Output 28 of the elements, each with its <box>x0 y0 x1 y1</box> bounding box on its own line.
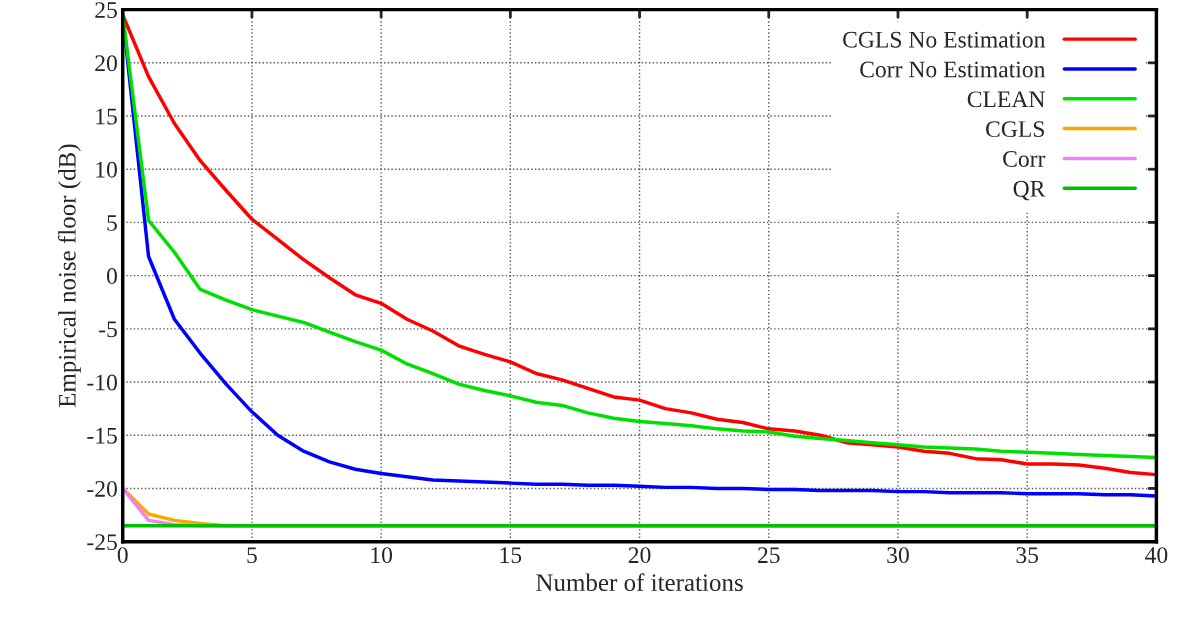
y-tick-label: 25 <box>95 2 117 19</box>
legend-label: Corr <box>1003 151 1046 167</box>
y-tick-label: -10 <box>87 374 117 391</box>
y-tick-label: 10 <box>96 161 117 178</box>
x-tick-label: 35 <box>1016 547 1039 564</box>
y-tick-label: -5 <box>99 321 117 338</box>
y-tick-label: 20 <box>95 55 117 72</box>
legend-label: CGLS <box>986 121 1044 138</box>
y-tick-label: -20 <box>87 480 117 497</box>
y-tick-label: 5 <box>107 215 117 231</box>
y-tick-label: -15 <box>87 427 117 444</box>
x-tick-label: 15 <box>500 547 522 564</box>
legend-label: CLEAN <box>967 91 1045 108</box>
y-tick-label: -25 <box>87 534 117 551</box>
x-tick-label: 40 <box>1145 547 1168 564</box>
x-tick-label: 10 <box>371 547 393 564</box>
legend-label: QR <box>1013 180 1046 201</box>
x-tick-label: 30 <box>887 547 909 564</box>
x-tick-label: 25 <box>758 547 780 564</box>
x-tick-label: 5 <box>247 547 257 564</box>
x-tick-label: 0 <box>117 547 128 564</box>
y-axis-title: Empirical noise floor (dB) <box>57 144 81 408</box>
legend-label: CGLS No Estimation <box>843 31 1046 48</box>
legend-label: Corr No Estimation <box>860 61 1046 78</box>
x-tick-label: 20 <box>628 547 651 564</box>
x-axis-title: Number of iterations <box>536 573 743 592</box>
y-tick-label: 15 <box>96 108 117 125</box>
y-tick-label: 0 <box>106 268 117 285</box>
